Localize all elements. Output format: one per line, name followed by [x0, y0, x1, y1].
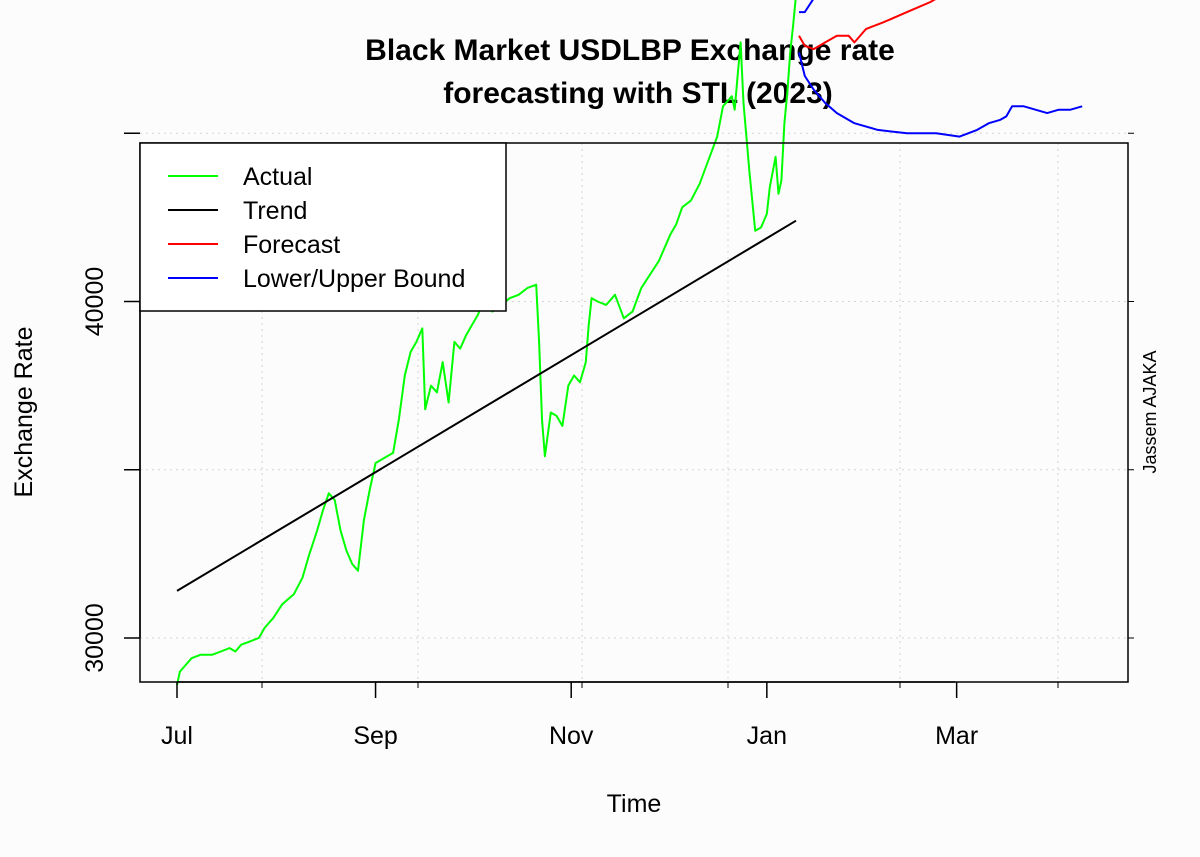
x-tick-label: Jan	[747, 722, 787, 750]
legend: Actual Trend Forecast Lower/Upper Bound	[139, 142, 507, 312]
x-tick-label: Sep	[353, 722, 397, 750]
series-forecast	[798, 0, 936, 51]
y-tick-label: 30000	[81, 603, 109, 673]
series-trend	[176, 219, 797, 592]
chart-title-line1: Black Market USDLBP Exchange rate	[365, 34, 895, 67]
legend-label: Actual	[243, 163, 312, 191]
legend-label: Forecast	[243, 231, 340, 259]
author-side-label: Jassem AJAKA	[1140, 350, 1160, 473]
x-tick-label: Nov	[549, 722, 594, 750]
y-axis: 300004000050000	[81, 132, 1134, 673]
legend-box	[139, 142, 507, 312]
grid	[140, 132, 1128, 682]
x-tick-label: Jul	[161, 722, 193, 750]
series-lower-bound	[798, 52, 1083, 138]
legend-label: Trend	[243, 197, 307, 225]
y-axis-label: Exchange Rate	[10, 327, 38, 498]
x-tick-label: Mar	[935, 722, 978, 750]
series-actual	[176, 0, 797, 686]
plot-series	[176, 0, 1083, 686]
y-tick-label: 40000	[81, 267, 109, 337]
x-axis: Jul Sep Nov Jan Mar	[161, 681, 1059, 750]
chart-title-line2: forecasting with STL (2023)	[443, 77, 833, 110]
legend-label: Lower/Upper Bound	[243, 265, 465, 293]
x-axis-label: Time	[607, 790, 662, 818]
